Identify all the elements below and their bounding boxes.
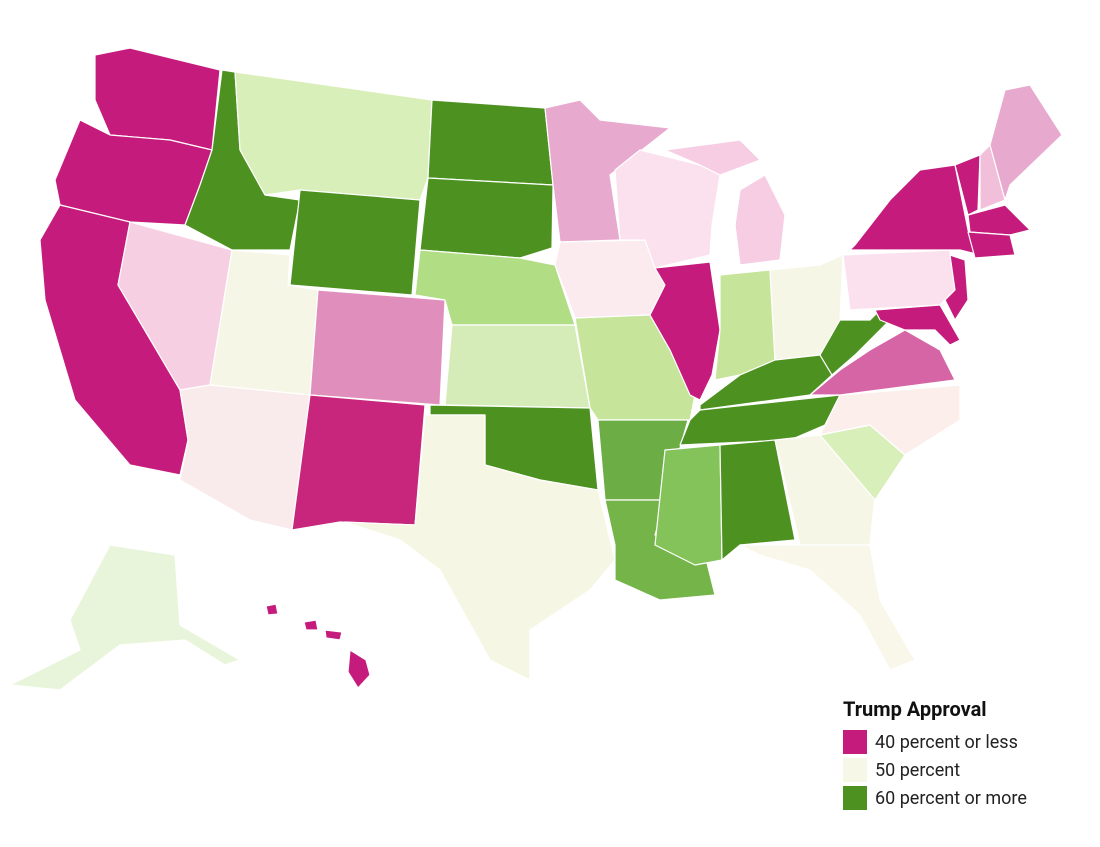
state xyxy=(809,329,956,396)
state xyxy=(419,177,554,259)
state xyxy=(664,139,761,176)
state xyxy=(554,239,666,319)
state xyxy=(739,544,916,671)
legend-title: Trump Approval xyxy=(843,697,987,721)
state xyxy=(544,99,671,243)
state xyxy=(179,384,311,531)
state xyxy=(774,434,876,546)
state xyxy=(967,231,1016,259)
legend-label: 60 percent or more xyxy=(875,788,1027,809)
state xyxy=(291,394,426,531)
state xyxy=(954,154,981,216)
state xyxy=(842,249,956,311)
state xyxy=(614,149,721,269)
state xyxy=(989,84,1063,201)
state xyxy=(234,71,433,201)
state xyxy=(9,544,241,691)
state xyxy=(94,47,221,151)
state xyxy=(649,261,721,401)
state xyxy=(265,603,279,616)
state xyxy=(427,99,554,186)
state xyxy=(849,164,981,256)
state xyxy=(344,414,616,681)
state xyxy=(289,189,421,296)
state xyxy=(303,619,319,631)
state xyxy=(654,444,723,566)
legend-label: 40 percent or less xyxy=(875,732,1018,753)
legend-swatch xyxy=(843,758,867,782)
state xyxy=(324,629,343,641)
state xyxy=(967,204,1031,236)
legend: Trump Approval 40 percent or less 50 perc… xyxy=(843,697,1027,810)
state xyxy=(309,289,446,406)
state xyxy=(944,254,969,321)
legend-swatch xyxy=(843,730,867,754)
legend-swatch xyxy=(843,786,867,810)
legend-label: 50 percent xyxy=(875,760,960,781)
state xyxy=(347,649,371,689)
state xyxy=(54,119,213,226)
state xyxy=(734,174,786,266)
states xyxy=(9,47,1063,691)
state xyxy=(444,324,591,409)
state xyxy=(874,304,961,346)
state xyxy=(819,384,961,456)
state xyxy=(719,439,796,561)
